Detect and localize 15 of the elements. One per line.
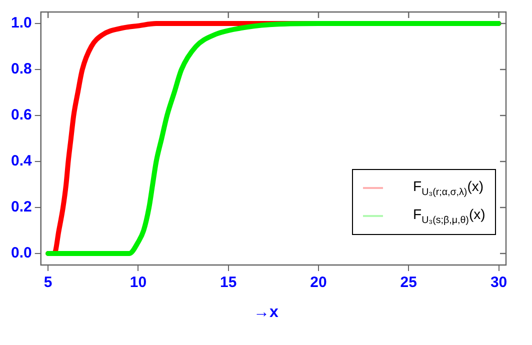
y-tick-label: 0.0: [10, 244, 32, 262]
y-tick-label: 1.0: [10, 14, 32, 32]
x-tick-label: 10: [130, 274, 147, 292]
x-tick-label: 30: [490, 274, 508, 292]
x-tick-label: 5: [44, 274, 52, 292]
x-tick-label: 20: [310, 274, 327, 292]
legend-label: F$_{U₃(s;β,μ,θ)}$(x): [413, 206, 486, 226]
y-tick-label: 0.6: [10, 106, 32, 124]
x-tick-label: 25: [400, 274, 417, 292]
x-tick-label: 15: [220, 274, 237, 292]
y-tick-label: 0.4: [10, 152, 32, 170]
y-tick-label: 0.2: [10, 198, 32, 216]
x-axis-title: →x: [252, 304, 280, 322]
y-tick-label: 0.8: [10, 60, 32, 78]
legend-label: F$_{U₃(r;α,σ,λ)}$(x): [413, 178, 484, 198]
